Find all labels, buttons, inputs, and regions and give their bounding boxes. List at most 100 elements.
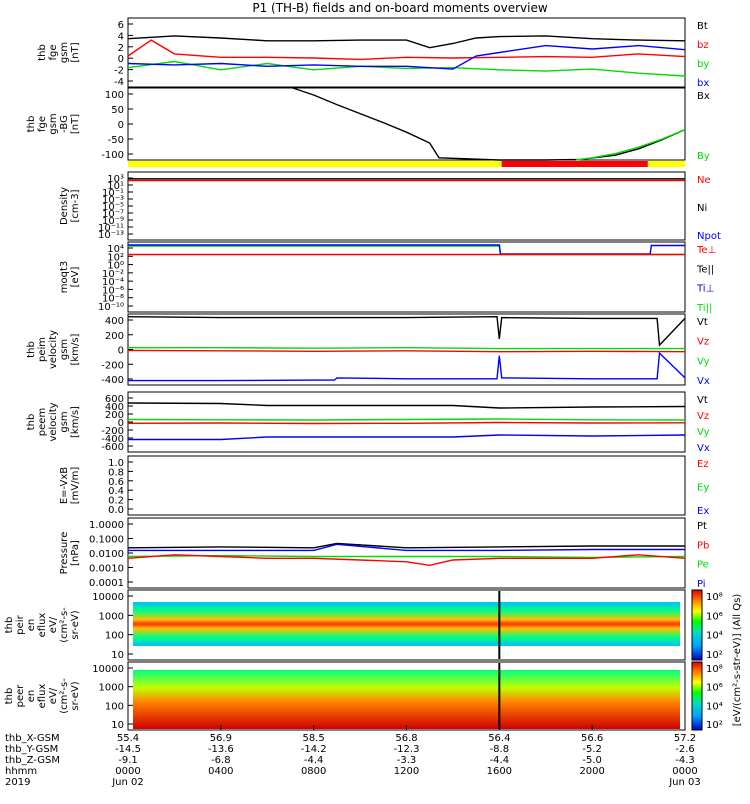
x-tick-label: -14.5 [115,744,141,755]
y-tick-label: 200 [105,331,124,342]
legend-by: By [697,151,710,162]
y-tick-label: -100 [101,150,124,161]
panel-frame [127,517,686,589]
y-tick-label: 10000 [92,664,124,675]
legend-ne: Ne [697,175,711,186]
series-vy-line [128,346,685,350]
legend-vt: Vt [697,317,708,328]
x-tick-label: 56.8 [395,733,417,744]
series-bt-line [127,35,686,49]
y-tick-label: 10 [111,720,124,731]
y-tick-label: 10³ [107,174,124,185]
y-axis-label: peem [37,408,48,436]
y-axis-label: en [26,619,37,632]
y-tick-label: 1.0000 [89,520,124,531]
series-vx-line [128,434,686,441]
y-axis-label: [mV/m] [70,467,81,505]
y-tick-label: 1.0 [108,458,124,469]
y-tick-label: 0 [118,120,124,131]
panel-frame [127,391,686,453]
y-tick-label: 10⁻² [102,269,124,280]
series-bx-line [292,87,686,161]
y-axis-label: (cm²-s- [59,607,70,643]
y-tick-label: -400 [101,375,124,386]
x-date-label: Jun 03 [668,777,701,788]
y-axis-label: gsm [59,339,70,360]
y-tick-label: 0 [118,54,124,65]
y-tick-label: 0.4 [108,486,124,497]
y-tick-label: 4 [118,31,124,42]
legend-vx: Vx [697,443,710,454]
y-axis-label: Pressure [59,532,70,575]
colorbar-tick-label: 10⁸ [706,664,723,675]
panel-frame [127,241,686,313]
x-tick-label: 0000 [672,766,697,777]
y-tick-label: 2 [118,43,124,54]
legend-bx: bx [697,78,709,89]
y-tick-label: 10⁻⁶ [102,285,124,296]
y-axis-label: thb [26,341,37,358]
y-axis-label: eflux [37,613,48,638]
y-axis-label: velocity [48,330,59,369]
y-axis-label: en [26,690,37,703]
y-axis-label: eV/ [48,687,59,704]
x-tick-label: -8.8 [490,744,510,755]
y-tick-label: 400 [105,316,124,327]
x-tick-label: 2000 [579,766,604,777]
series-pb-line [127,554,686,567]
y-tick-label: 0.0010 [89,564,124,575]
series-vy-line [127,418,686,421]
legend-te: Te⊥ [696,245,716,256]
x-tick-label: -13.6 [208,744,234,755]
y-tick-label: 10⁴ [107,244,124,255]
y-axis-label: sr-eV) [70,610,81,639]
legend-vt: Vt [697,395,708,406]
colorbar-tick-label: 10⁶ [706,683,723,694]
x-row-label: thb_Y-GSM [5,744,58,755]
status-segment [647,161,685,167]
colorbar-0: 10⁸ 10⁶ 10⁴ 10² [eV/(cm²-s-str-eV)] (All Qs) [691,589,743,726]
plot-title: P1 (TH-B) fields and on-board moments ov… [252,1,548,15]
y-tick-label: 50 [111,105,124,116]
y-axis-label: (cm²-s- [59,678,70,714]
y-tick-label: 0 [118,418,124,429]
status-segment [501,161,648,167]
y-tick-label: 10¹ [107,181,124,192]
series-bz-line [127,39,686,61]
legend-ex: Ex [697,506,709,517]
panel-frame [127,171,686,241]
legend-pb: Pb [697,540,709,551]
y-axis-label: thb [37,44,48,61]
colorbar-gradient [691,661,703,731]
panel-10: 10000 1000 100 10 thb peer en eflux eV/(cm²-s-sr… [4,661,686,731]
x-tick-label: 56.9 [210,733,232,744]
legend-ti: Ti⊥ [696,284,714,295]
y-tick-label: 10⁰ [107,261,124,272]
x-tick-label: 1200 [394,766,419,777]
legend-bt: Bt [697,21,708,32]
y-axis-label: thb [4,617,15,634]
y-tick-label: 10000 [92,592,124,603]
spectrogram-band [133,602,680,646]
y-axis-label: E=-VxB [59,467,70,504]
series-vx-line [128,351,686,382]
x-tick-label: -5.0 [582,755,602,766]
x-row-label: thb_X-GSM [5,733,60,744]
legend-bz: bz [697,40,709,51]
legend-vz: Vz [697,337,709,348]
colorbar-tick-label: 10⁶ [706,611,723,622]
series-by-line [575,128,686,161]
y-tick-label: 100 [105,90,124,101]
y-tick-label: -600 [101,442,124,453]
y-tick-label: 10⁻¹¹ [98,223,124,234]
y-tick-label: 400 [105,402,124,413]
y-tick-label: -4 [114,77,124,88]
status-segment [128,161,502,167]
y-tick-label: 0.0001 [89,578,124,589]
series-pt-line [127,542,685,549]
panel-frame [127,87,686,161]
